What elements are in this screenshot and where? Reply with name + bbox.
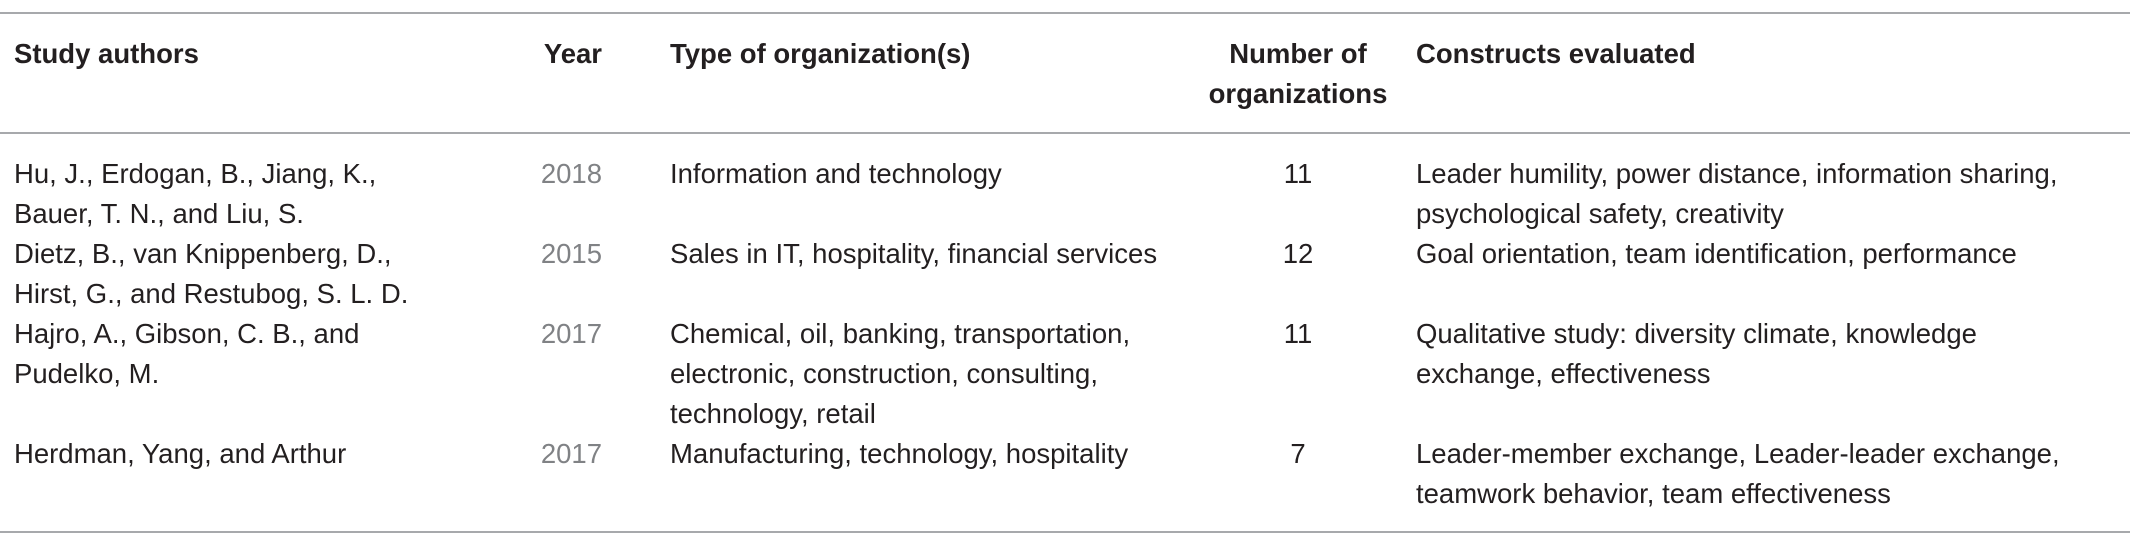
row-authors-line: Bauer, T. N., and Liu, S. — [14, 198, 304, 229]
row-authors: Herdman, Yang, and Arthur — [14, 434, 346, 474]
table-top-rule — [0, 12, 2130, 14]
row-year: 2018 — [540, 158, 602, 189]
header-year: Year — [543, 38, 602, 69]
row-constructs: Leader-member exchange, Leader-leader ex… — [1416, 434, 2060, 514]
row-number: 12 — [1282, 238, 1314, 269]
row-type-line: Information and technology — [670, 158, 1002, 189]
row-constructs-line: teamwork behavior, team effectiveness — [1416, 478, 1891, 509]
row-type-line: Chemical, oil, banking, transportation, — [670, 318, 1131, 349]
row-type-line: electronic, construction, consulting, — [670, 358, 1098, 389]
table-bottom-rule — [0, 531, 2130, 533]
header-constructs-evaluated: Constructs evaluated — [1416, 38, 1696, 69]
row-authors-line: Hirst, G., and Restubog, S. L. D. — [14, 278, 409, 309]
row-constructs-line: Qualitative study: diversity climate, kn… — [1416, 318, 1977, 349]
row-authors-line: Hu, J., Erdogan, B., Jiang, K., — [14, 158, 377, 189]
row-organization-type: Sales in IT, hospitality, financial serv… — [670, 234, 1157, 274]
table-header-rule — [0, 132, 2130, 134]
header-number-line-2: organizations — [1208, 78, 1388, 109]
row-constructs-line: Goal orientation, team identification, p… — [1416, 238, 2017, 269]
row-type-line: Sales in IT, hospitality, financial serv… — [670, 238, 1158, 269]
row-constructs-line: Leader humility, power distance, informa… — [1416, 158, 2058, 189]
row-year: 2017 — [540, 438, 602, 469]
row-authors: Dietz, B., van Knippenberg, D., Hirst, G… — [14, 234, 408, 314]
row-authors-line: Pudelko, M. — [14, 358, 160, 389]
header-number-of-organizations: Number of organizations — [1198, 34, 1398, 114]
row-authors: Hajro, A., Gibson, C. B., and Pudelko, M… — [14, 314, 359, 394]
row-constructs: Qualitative study: diversity climate, kn… — [1416, 314, 1977, 394]
row-constructs: Goal orientation, team identification, p… — [1416, 234, 2017, 274]
row-authors: Hu, J., Erdogan, B., Jiang, K., Bauer, T… — [14, 154, 376, 234]
row-number: 11 — [1283, 318, 1313, 349]
row-year: 2017 — [540, 318, 602, 349]
row-type-line: Manufacturing, technology, hospitality — [670, 438, 1129, 469]
row-number: 11 — [1283, 158, 1313, 189]
row-type-line: technology, retail — [670, 398, 876, 429]
header-study-authors: Study authors — [14, 38, 199, 69]
row-authors-line: Hajro, A., Gibson, C. B., and — [14, 318, 360, 349]
row-year: 2015 — [540, 238, 602, 269]
row-constructs-line: psychological safety, creativity — [1416, 198, 1784, 229]
row-authors-line: Herdman, Yang, and Arthur — [14, 438, 347, 469]
row-organization-type: Manufacturing, technology, hospitality — [670, 434, 1128, 474]
header-number-line-1: Number of — [1229, 38, 1367, 69]
row-constructs-line: exchange, effectiveness — [1416, 358, 1711, 389]
row-organization-type: Chemical, oil, banking, transportation, … — [670, 314, 1130, 434]
header-organization-type: Type of organization(s) — [670, 38, 971, 69]
row-authors-line: Dietz, B., van Knippenberg, D., — [14, 238, 392, 269]
row-organization-type: Information and technology — [670, 154, 1002, 194]
row-constructs-line: Leader-member exchange, Leader-leader ex… — [1416, 438, 2060, 469]
row-number: 7 — [1290, 438, 1306, 469]
row-constructs: Leader humility, power distance, informa… — [1416, 154, 2057, 234]
